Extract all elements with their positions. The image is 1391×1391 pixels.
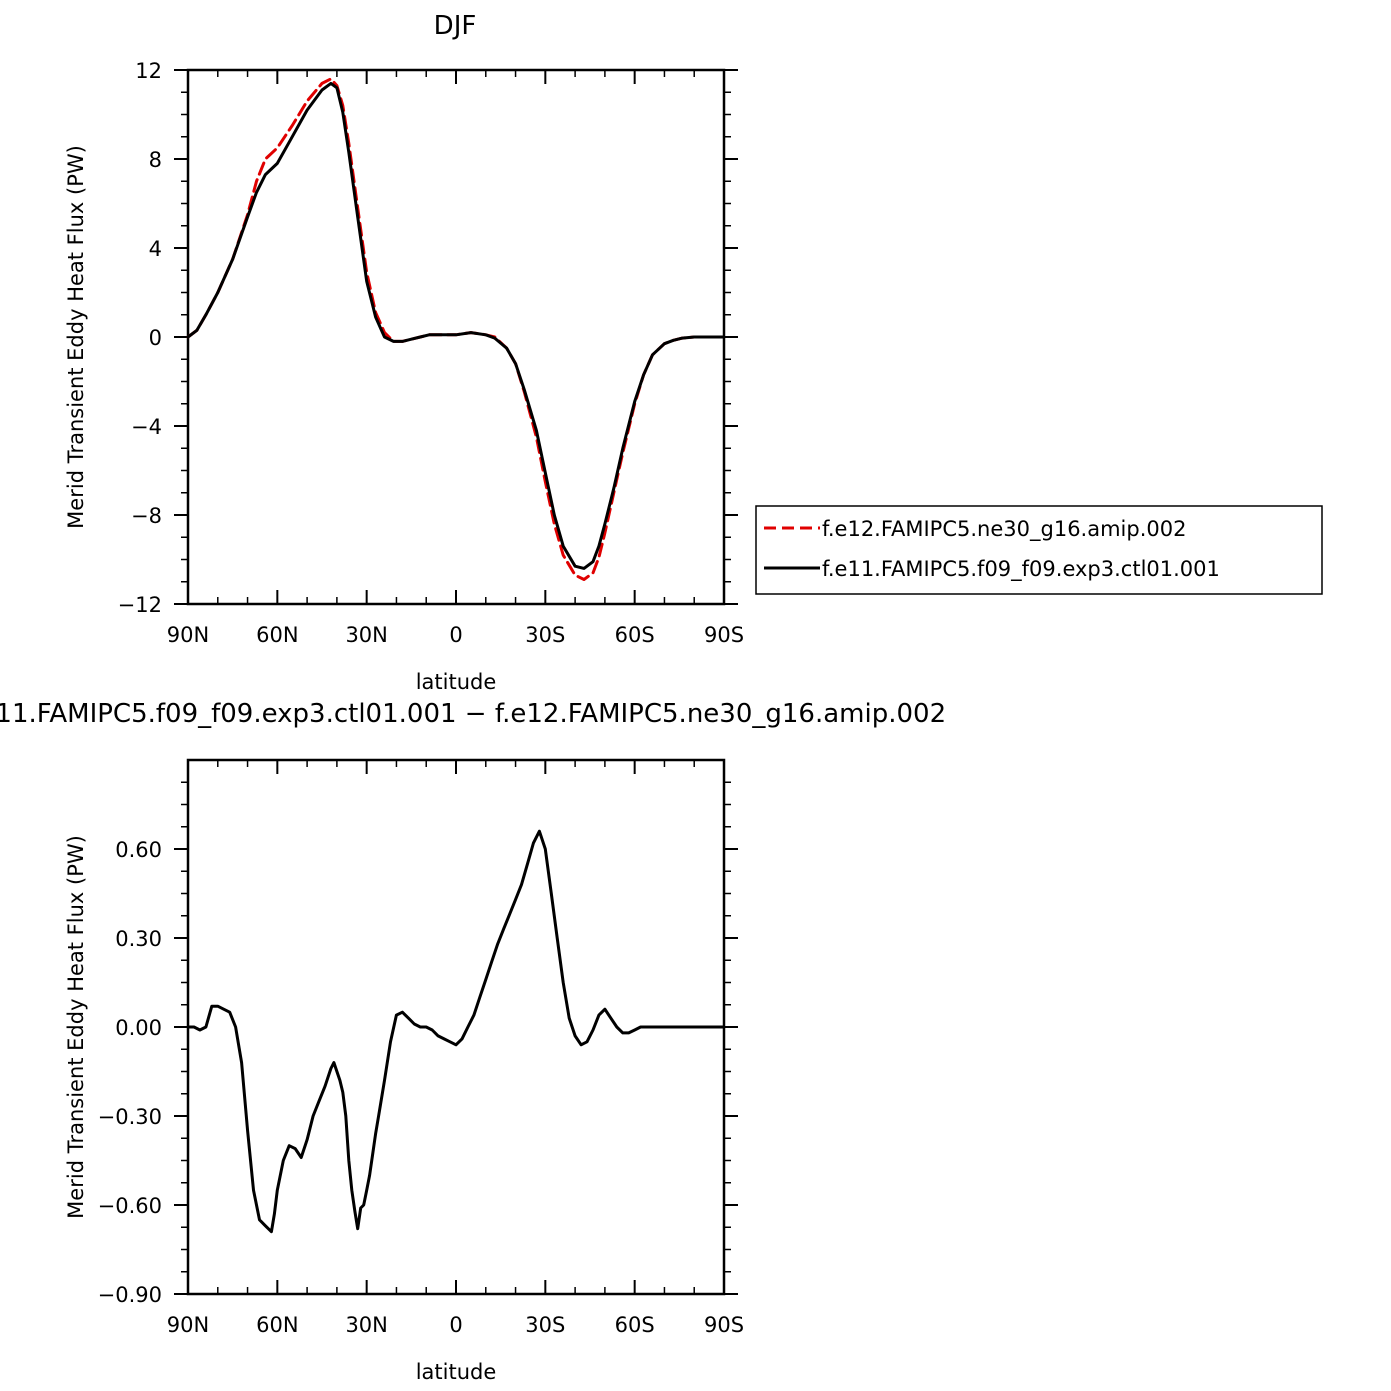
y-tick-label: −0.30: [98, 1105, 162, 1129]
chart-panel-1: DJF 90N 60N 30N 0 30S 60S 90S −12 −8 −4 0 4 8 12 latitu…: [64, 11, 1323, 694]
x-tick-label: 30N: [345, 1313, 387, 1337]
x-tick-label: 60S: [615, 623, 655, 647]
legend-entry-2: f.e11.FAMIPC5.f09_f09.exp3.ctl01.001: [822, 557, 1220, 582]
x-axis-title: latitude: [416, 670, 497, 694]
x-tick-label: 90N: [167, 623, 209, 647]
x-tick-label: 90S: [704, 1313, 744, 1337]
series-line-2: [186, 81, 726, 570]
y-tick-label: 0: [149, 326, 162, 350]
chart-title: f.e11.FAMIPC5.f09_f09.exp3.ctl01.001 − f…: [0, 699, 946, 729]
x-axis-title: latitude: [416, 1360, 497, 1384]
x-tick-label: 90S: [704, 623, 744, 647]
y-tick-label: 0.60: [115, 838, 162, 862]
series-line-1: [186, 829, 726, 1234]
legend: f.e12.FAMIPC5.ne30_g16.amip.002 f.e11.FAM…: [755, 505, 1323, 595]
y-tick-label: 0.00: [115, 1016, 162, 1040]
y-tick-label: 12: [135, 59, 162, 83]
x-tick-label: 90N: [167, 1313, 209, 1337]
x-tick-label: 60S: [615, 1313, 655, 1337]
chart-title: DJF: [434, 11, 477, 41]
y-tick-label: −0.90: [98, 1283, 162, 1307]
y-tick-label: 4: [149, 237, 162, 261]
y-tick-label: 0.30: [115, 927, 162, 951]
x-tick-label: 30N: [345, 623, 387, 647]
y-tick-label: 8: [149, 148, 162, 172]
legend-box: [755, 505, 1323, 595]
x-tick-label: 30S: [525, 623, 565, 647]
chart-panel-2: f.e11.FAMIPC5.f09_f09.exp3.ctl01.001 − f…: [0, 699, 946, 1384]
x-tick-label: 60N: [256, 623, 298, 647]
legend-entry-1: f.e12.FAMIPC5.ne30_g16.amip.002: [822, 517, 1186, 542]
y-axis-title: Merid Transient Eddy Heat Flux (PW): [64, 835, 88, 1219]
x-tick-label: 30S: [525, 1313, 565, 1337]
y-tick-label: −4: [131, 415, 162, 439]
y-tick-label: −8: [131, 504, 162, 528]
x-tick-label: 0: [449, 1313, 462, 1337]
x-tick-label: 60N: [256, 1313, 298, 1337]
x-tick-label: 0: [449, 623, 462, 647]
y-axis-title: Merid Transient Eddy Heat Flux (PW): [64, 145, 88, 529]
y-tick-label: −12: [118, 593, 162, 617]
y-tick-label: −0.60: [98, 1194, 162, 1218]
